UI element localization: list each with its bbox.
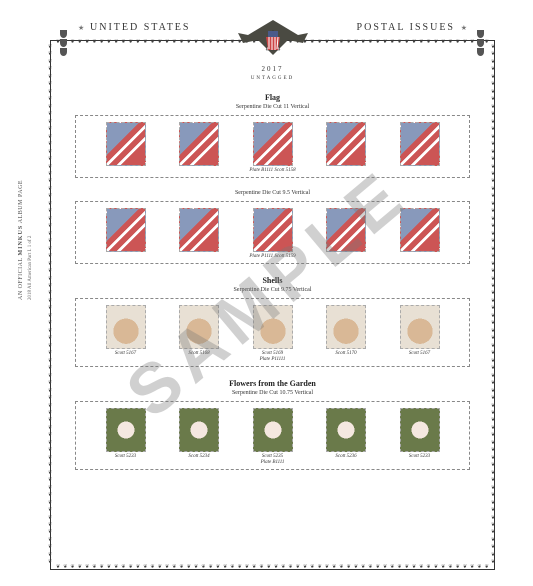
side-a: AN OFFICIAL [18,256,24,300]
stamp-image [106,122,146,166]
side-official-text: AN OFFICIAL MINKUS ALBUM PAGE [18,180,24,300]
stamp-image [106,305,146,349]
side-minkus: MINKUS [18,225,24,256]
laurel-left: ❦❦❦❦❦❦❦❦❦❦❦❦❦❦❦❦❦❦❦❦❦❦❦❦❦❦❦❦❦❦❦❦❦❦❦❦❦❦❦❦… [48,45,54,566]
page-header: ★ UNITED STATES POSTAL ISSUES ★ [50,10,495,60]
stamp-image [106,408,146,452]
laurel-bottom: ❦❦❦❦❦❦❦❦❦❦❦❦❦❦❦❦❦❦❦❦❦❦❦❦❦❦❦❦❦❦❦❦❦❦❦❦❦❦❦❦… [56,565,489,571]
title-left: UNITED STATES [90,22,190,33]
stamp-image [253,305,293,349]
stamp-cell [171,208,227,254]
stamp-cell [392,208,448,254]
stamp-image [400,408,440,452]
stamp-cell [98,122,154,168]
stamp-image [253,408,293,452]
stamp-image [106,208,146,252]
stamp-image [179,305,219,349]
eagle-crest-icon [228,15,318,60]
title-right: POSTAL ISSUES [357,22,455,33]
shield-ornament-right [477,30,485,60]
stamp-cell [318,208,374,254]
side-c: ALBUM PAGE [18,180,24,225]
side-page-info: 2018 All American Part I. 1 of 2 [28,236,33,300]
star-icon: ★ [461,24,467,32]
stamp-cell [392,122,448,168]
stamp-image [326,408,366,452]
stamp-image [326,122,366,166]
stamp-image [326,208,366,252]
stamp-cell [98,208,154,254]
stamp-image [253,122,293,166]
stamp-cell [171,122,227,168]
stamp-cell [318,122,374,168]
stamp-image [400,305,440,349]
album-page: ❦❦❦❦❦❦❦❦❦❦❦❦❦❦❦❦❦❦❦❦❦❦❦❦❦❦❦❦❦❦❦❦❦❦❦❦❦❦❦❦… [50,10,495,570]
stamp-image [400,122,440,166]
stamp-image [179,408,219,452]
stamp-image [326,305,366,349]
stamp-image [179,122,219,166]
shield-ornament-left [60,30,68,60]
stamp-image [400,208,440,252]
stamp-image [179,208,219,252]
stamp-image [253,208,293,252]
laurel-right: ❦❦❦❦❦❦❦❦❦❦❦❦❦❦❦❦❦❦❦❦❦❦❦❦❦❦❦❦❦❦❦❦❦❦❦❦❦❦❦❦… [491,45,497,566]
star-icon: ★ [78,24,84,32]
